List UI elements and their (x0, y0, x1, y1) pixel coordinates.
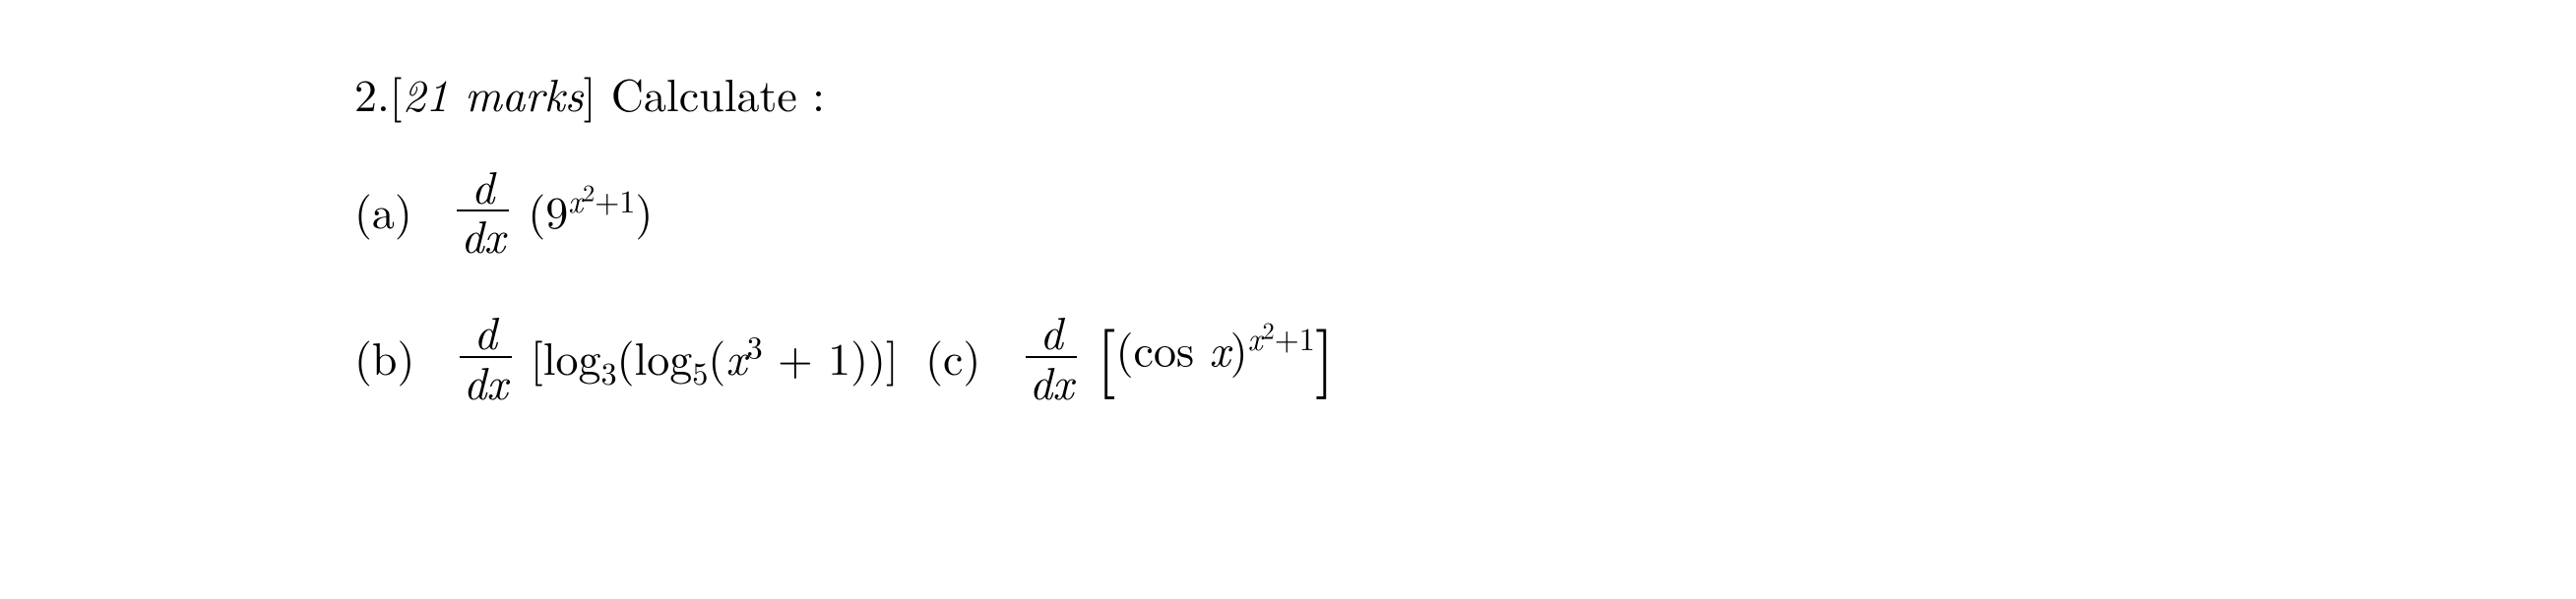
question-number: 2. (354, 61, 390, 125)
arg-open: ( (708, 325, 725, 389)
cos-close: ) (1230, 317, 1248, 381)
big-bracket-open: [ (1097, 308, 1116, 399)
parts-b-c: (b) d dx [log3(log5(x3 + 1))] (c) d dx [… (354, 308, 1335, 405)
problem-container: 2.[21 marks] Calculate : (a) d dx (9x2+1… (354, 64, 1335, 405)
deriv-c-den: dx (1026, 356, 1078, 405)
marks-open: [ (390, 61, 403, 125)
log2: (log (617, 325, 693, 389)
expr-a-close: ) (635, 178, 653, 242)
marks-text: 21 marks (403, 61, 584, 125)
expr-a: (9x2+1) (528, 181, 653, 240)
question-prompt: Calculate : (596, 61, 825, 125)
question-header: 2.[21 marks] Calculate : (354, 64, 1335, 123)
expr-b: [log3(log5(x3 + 1))] (531, 328, 899, 387)
expr-a-exp: x2+1 (568, 178, 635, 222)
log1: [log (531, 325, 601, 389)
cos-open: (cos (1116, 317, 1210, 381)
deriv-a-den: dx (457, 210, 509, 259)
arg-rest: + 1))] (763, 325, 899, 389)
deriv-b-den: dx (460, 356, 512, 405)
part-a: (a) d dx (9x2+1) (354, 162, 1335, 260)
expr-c: [(cos x)x2+1] (1097, 311, 1335, 402)
expr-c-exp: x2+1 (1248, 316, 1315, 360)
derivative-c: d dx (1026, 308, 1078, 405)
cos-x: x (1209, 317, 1229, 381)
part-b-label: (b) (354, 328, 414, 387)
part-a-label: (a) (354, 181, 412, 240)
log1-base: 3 (600, 350, 616, 394)
derivative-a: d dx (457, 162, 509, 260)
log2-base: 5 (692, 350, 708, 394)
derivative-b: d dx (460, 308, 512, 405)
arg-x: x (725, 325, 746, 389)
part-c-label: (c) (925, 328, 980, 387)
arg-cube: 3 (747, 324, 763, 368)
marks-close: ] (584, 61, 597, 125)
big-bracket-close: ] (1315, 308, 1335, 399)
expr-a-base: (9 (528, 178, 568, 242)
